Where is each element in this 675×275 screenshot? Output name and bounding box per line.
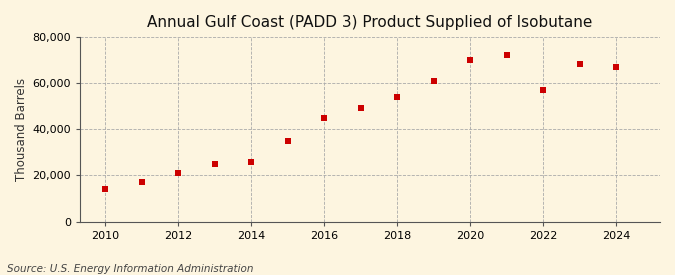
Point — [246, 160, 256, 164]
Text: Source: U.S. Energy Information Administration: Source: U.S. Energy Information Administ… — [7, 264, 253, 274]
Point — [502, 53, 512, 57]
Title: Annual Gulf Coast (PADD 3) Product Supplied of Isobutane: Annual Gulf Coast (PADD 3) Product Suppl… — [147, 15, 593, 30]
Point — [611, 65, 622, 69]
Point — [465, 58, 476, 62]
Y-axis label: Thousand Barrels: Thousand Barrels — [15, 78, 28, 181]
Point — [392, 95, 403, 99]
Point — [173, 171, 184, 175]
Point — [282, 139, 293, 143]
Point — [355, 106, 366, 111]
Point — [100, 187, 111, 192]
Point — [429, 78, 439, 83]
Point — [136, 180, 147, 185]
Point — [574, 62, 585, 67]
Point — [538, 88, 549, 92]
Point — [209, 162, 220, 166]
Point — [319, 116, 329, 120]
